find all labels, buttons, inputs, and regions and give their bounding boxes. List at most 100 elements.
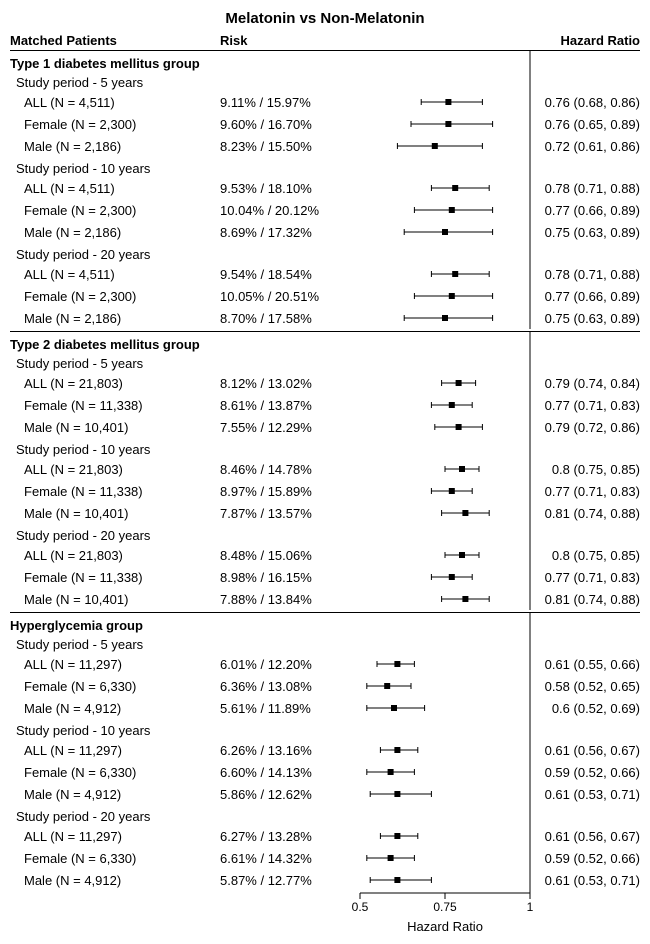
row-label: ALL (N = 4,511) xyxy=(10,181,210,196)
row-label: Male (N = 2,186) xyxy=(10,225,210,240)
forest-plot-cell xyxy=(360,588,530,610)
row-hazard-ratio: 0.81 (0.74, 0.88) xyxy=(530,506,640,521)
forest-plot-cell xyxy=(360,869,530,891)
forest-plot-cell xyxy=(360,825,530,847)
row-risk: 7.88% / 13.84% xyxy=(210,592,360,607)
col-patients-header: Matched Patients xyxy=(10,33,210,48)
row-risk: 5.61% / 11.89% xyxy=(210,701,360,716)
row-label: Male (N = 10,401) xyxy=(10,592,210,607)
row-label: Female (N = 2,300) xyxy=(10,203,210,218)
chart-title: Melatonin vs Non-Melatonin xyxy=(10,10,640,27)
forest-plot-cell xyxy=(360,113,530,135)
forest-plot-cell xyxy=(360,394,530,416)
row-risk: 8.70% / 17.58% xyxy=(210,311,360,326)
row-hazard-ratio: 0.61 (0.53, 0.71) xyxy=(530,873,640,888)
row-risk: 5.86% / 12.62% xyxy=(210,787,360,802)
forest-plot-cell xyxy=(360,675,530,697)
row-label: Male (N = 10,401) xyxy=(10,420,210,435)
data-row: ALL (N = 21,803)8.12% / 13.02% 0.79 (0.74… xyxy=(10,372,640,394)
group-title: Hyperglycemia group xyxy=(10,616,360,633)
row-hazard-ratio: 0.76 (0.68, 0.86) xyxy=(530,95,640,110)
data-row: Female (N = 2,300)10.05% / 20.51%0.77 (0… xyxy=(10,285,640,307)
row-label: ALL (N = 11,297) xyxy=(10,829,210,844)
forest-plot-cell xyxy=(360,416,530,438)
data-row: ALL (N = 11,297)6.27% / 13.28%0.61 (0.56… xyxy=(10,825,640,847)
forest-body: Type 1 diabetes mellitus groupStudy peri… xyxy=(10,51,640,891)
col-hr-header: Hazard Ratio xyxy=(530,33,640,48)
row-risk: 6.27% / 13.28% xyxy=(210,829,360,844)
row-risk: 8.12% / 13.02% xyxy=(210,376,360,391)
axis-area: 0.50.751 Hazard Ratio xyxy=(10,891,640,934)
data-row: Male (N = 2,186)8.69% / 17.32%0.75 (0.63… xyxy=(10,221,640,243)
row-risk: 6.60% / 14.13% xyxy=(210,765,360,780)
period-title-row: Study period - 20 years xyxy=(10,805,640,825)
row-label: ALL (N = 21,803) xyxy=(10,548,210,563)
row-risk: 8.98% / 16.15% xyxy=(210,570,360,585)
forest-plot-cell xyxy=(360,458,530,480)
row-risk: 7.87% / 13.57% xyxy=(210,506,360,521)
row-hazard-ratio: 0.59 (0.52, 0.66) xyxy=(530,765,640,780)
group-title-row: Hyperglycemia group xyxy=(10,613,640,633)
data-row: ALL (N = 11,297)6.26% / 13.16%0.61 (0.56… xyxy=(10,739,640,761)
x-axis-label: Hazard Ratio xyxy=(360,919,530,934)
data-row: Female (N = 2,300)10.04% / 20.12%0.77 (0… xyxy=(10,199,640,221)
axis-cell: 0.50.751 Hazard Ratio xyxy=(360,891,530,934)
data-row: Male (N = 4,912)5.86% / 12.62%0.61 (0.53… xyxy=(10,783,640,805)
column-headers: Matched Patients Risk Hazard Ratio xyxy=(10,33,640,51)
data-row: ALL (N = 21,803)8.46% / 14.78% 0.8 (0.75,… xyxy=(10,458,640,480)
forest-plot-cell xyxy=(360,480,530,502)
data-row: Male (N = 10,401)7.88% / 13.84%0.81 (0.7… xyxy=(10,588,640,610)
row-label: Female (N = 11,338) xyxy=(10,484,210,499)
row-risk: 8.48% / 15.06% xyxy=(210,548,360,563)
data-row: Male (N = 2,186)8.70% / 17.58%0.75 (0.63… xyxy=(10,307,640,329)
forest-plot-cell xyxy=(360,761,530,783)
forest-plot-cell xyxy=(360,502,530,524)
row-hazard-ratio: 0.77 (0.66, 0.89) xyxy=(530,203,640,218)
row-hazard-ratio: 0.78 (0.71, 0.88) xyxy=(530,181,640,196)
data-row: ALL (N = 4,511)9.11% / 15.97%0.76 (0.68,… xyxy=(10,91,640,113)
data-row: Male (N = 10,401)7.55% / 12.29%0.79 (0.7… xyxy=(10,416,640,438)
period-title: Study period - 10 years xyxy=(10,722,360,738)
data-row: Male (N = 2,186)8.23% / 15.50%0.72 (0.61… xyxy=(10,135,640,157)
row-hazard-ratio: 0.8 (0.75, 0.85) xyxy=(530,462,640,477)
row-hazard-ratio: 0.59 (0.52, 0.66) xyxy=(530,851,640,866)
data-row: Male (N = 4,912)5.87% / 12.77%0.61 (0.53… xyxy=(10,869,640,891)
period-title: Study period - 5 years xyxy=(10,74,360,90)
row-hazard-ratio: 0.76 (0.65, 0.89) xyxy=(530,117,640,132)
data-row: ALL (N = 21,803)8.48% / 15.06%0.8 (0.75,… xyxy=(10,544,640,566)
forest-plot-cell xyxy=(360,372,530,394)
data-row: Female (N = 11,338)8.98% / 16.15%0.77 (0… xyxy=(10,566,640,588)
forest-plot-cell xyxy=(360,566,530,588)
data-row: Female (N = 6,330)6.60% / 14.13%0.59 (0.… xyxy=(10,761,640,783)
row-hazard-ratio: 0.79 (0.74, 0.84) xyxy=(530,376,640,391)
forest-plot-cell xyxy=(360,221,530,243)
forest-plot-cell xyxy=(360,177,530,199)
period-title: Study period - 20 years xyxy=(10,527,360,543)
row-label: ALL (N = 21,803) xyxy=(10,462,210,477)
data-row: ALL (N = 4,511)9.54% / 18.54%0.78 (0.71,… xyxy=(10,263,640,285)
row-label: ALL (N = 21,803) xyxy=(10,376,210,391)
forest-plot-cell xyxy=(360,653,530,675)
row-risk: 8.97% / 15.89% xyxy=(210,484,360,499)
forest-plot-cell xyxy=(360,739,530,761)
forest-plot-cell xyxy=(360,135,530,157)
row-label: ALL (N = 11,297) xyxy=(10,657,210,672)
svg-text:0.75: 0.75 xyxy=(433,900,457,914)
row-hazard-ratio: 0.61 (0.56, 0.67) xyxy=(530,743,640,758)
row-risk: 5.87% / 12.77% xyxy=(210,873,360,888)
forest-plot-cell xyxy=(360,263,530,285)
row-label: Female (N = 11,338) xyxy=(10,570,210,585)
forest-plot-cell xyxy=(360,307,530,329)
row-hazard-ratio: 0.72 (0.61, 0.86) xyxy=(530,139,640,154)
row-risk: 9.54% / 18.54% xyxy=(210,267,360,282)
period-title: Study period - 20 years xyxy=(10,246,360,262)
row-hazard-ratio: 0.61 (0.55, 0.66) xyxy=(530,657,640,672)
period-title-row: Study period - 20 years xyxy=(10,243,640,263)
period-title: Study period - 20 years xyxy=(10,808,360,824)
row-risk: 8.46% / 14.78% xyxy=(210,462,360,477)
row-hazard-ratio: 0.6 (0.52, 0.69) xyxy=(530,701,640,716)
row-risk: 9.53% / 18.10% xyxy=(210,181,360,196)
row-hazard-ratio: 0.79 (0.72, 0.86) xyxy=(530,420,640,435)
period-title: Study period - 5 years xyxy=(10,355,360,371)
data-row: Male (N = 4,912)5.61% / 11.89%0.6 (0.52,… xyxy=(10,697,640,719)
